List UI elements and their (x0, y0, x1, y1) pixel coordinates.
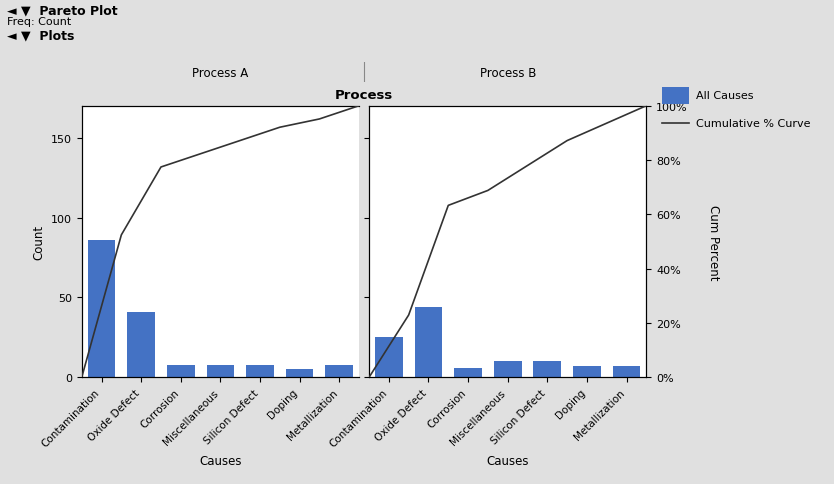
Y-axis label: Count: Count (33, 225, 46, 259)
Text: Freq: Count: Freq: Count (7, 17, 71, 27)
Bar (375, 338, 403, 378)
Text: Process: Process (335, 89, 393, 101)
Bar (534, 362, 561, 378)
Text: ◄ ▼  Plots: ◄ ▼ Plots (7, 29, 74, 42)
Bar (414, 307, 442, 378)
Bar (88, 241, 115, 378)
Bar (128, 312, 155, 378)
Bar (455, 368, 482, 378)
Y-axis label: Cum Percent: Cum Percent (707, 204, 720, 280)
Text: All Causes: All Causes (696, 91, 753, 101)
Text: ◄ ▼  Pareto Plot: ◄ ▼ Pareto Plot (7, 5, 118, 18)
Text: Cumulative % Curve: Cumulative % Curve (696, 119, 810, 129)
Bar (573, 366, 600, 378)
Bar (207, 365, 234, 378)
Bar (662, 88, 689, 105)
Bar (613, 366, 641, 378)
Bar (494, 362, 521, 378)
Bar (325, 365, 353, 378)
Bar (246, 365, 274, 378)
Bar (167, 365, 194, 378)
X-axis label: Causes: Causes (199, 454, 242, 467)
Text: Process A: Process A (193, 67, 249, 79)
Bar (286, 370, 314, 378)
Text: Process B: Process B (480, 67, 536, 79)
X-axis label: Causes: Causes (486, 454, 529, 467)
